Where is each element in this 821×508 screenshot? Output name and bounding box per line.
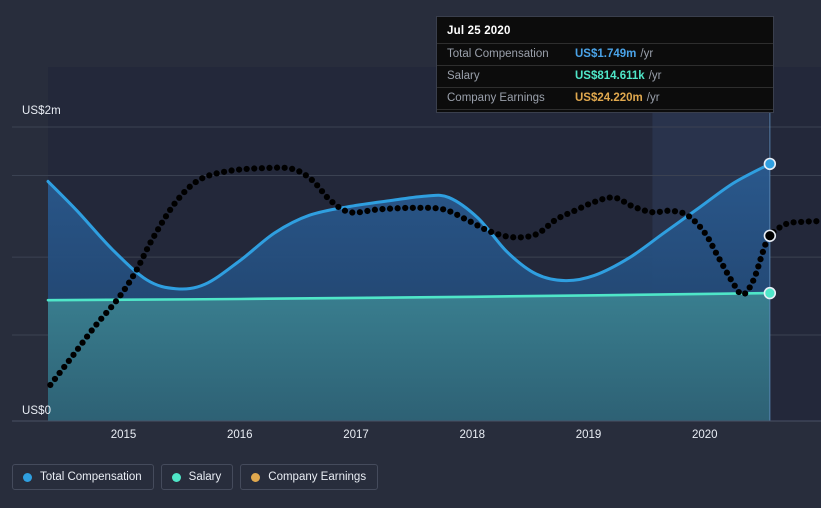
legend-color-dot-icon (171, 472, 181, 482)
tooltip-series-name: Company Earnings (447, 92, 545, 104)
legend-item-total-compensation[interactable]: Total Compensation (12, 464, 154, 490)
tooltip-rows: Total Compensation US$1.749m/yr Salary US$8… (437, 43, 773, 110)
series-areas-group (48, 163, 770, 421)
x-axis-tick-2020: 2020 (691, 429, 718, 441)
legend-color-dot-icon (23, 472, 32, 482)
x-axis-tick-2017: 2017 (343, 429, 369, 441)
chart-tooltip: Jul 25 2020 Total Compensation US$1.749m /… (436, 16, 774, 113)
tooltip-series-unit: /yr (648, 70, 662, 82)
x-axis-tick-2018: 2018 (459, 429, 486, 441)
tooltip-row: Salary US$814.611k/yr (437, 65, 773, 87)
tooltip-date: Jul 25 2020 (447, 25, 511, 37)
series-lines-group (46, 162, 820, 389)
tooltip-series-value: US$1.749m (575, 48, 637, 60)
legend-item-label: Company Earnings (268, 471, 367, 483)
x-axis-tick-2015: 2015 (110, 429, 137, 441)
legend-item-salary[interactable]: Salary (160, 464, 234, 490)
legend-item-label: Total Compensation (40, 471, 142, 483)
tooltip-row: Company Earnings US$24.220m/yr (437, 87, 773, 110)
legend-item-company-earnings[interactable]: Company Earnings (240, 464, 379, 490)
tooltip-series-unit: /yr (640, 48, 654, 60)
legend-color-dot-icon (251, 472, 261, 482)
tooltip-series-value: US$24.220m (575, 92, 643, 104)
series-markers-group (763, 157, 777, 300)
y-axis-bottom-label: US$0 (22, 405, 52, 417)
tooltip-series-value: US$814.611k (575, 70, 645, 82)
tooltip-series-unit: /yr (646, 92, 660, 104)
legend-item-label: Salary (188, 471, 222, 483)
tooltip-row: Total Compensation US$1.749m/yr (437, 43, 773, 65)
tooltip-series-name: Total Compensation (447, 48, 549, 60)
x-axis-line-group (12, 420, 821, 422)
chart-legend: Total Compensation Salary Company Earnings (12, 464, 379, 490)
tooltip-series-name: Salary (447, 70, 480, 82)
x-axis-tick-2019: 2019 (575, 429, 602, 441)
y-axis-top-label: US$2m (22, 105, 61, 117)
x-axis-tick-2016: 2016 (227, 429, 253, 441)
